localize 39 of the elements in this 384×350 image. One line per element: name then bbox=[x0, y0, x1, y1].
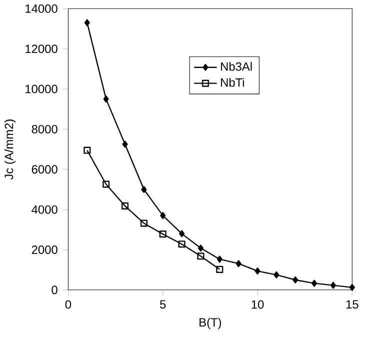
y-tick-label: 14000 bbox=[26, 4, 58, 14]
point bbox=[312, 280, 318, 287]
x-tick-label: 0 bbox=[65, 300, 72, 309]
x-tick-label: 10 bbox=[252, 300, 264, 309]
y-tick-label: 12000 bbox=[26, 44, 58, 54]
point bbox=[292, 276, 298, 284]
y-tick-label: 8000 bbox=[32, 125, 58, 134]
point bbox=[274, 272, 280, 279]
point bbox=[330, 282, 336, 290]
x-tick-label: 5 bbox=[160, 300, 166, 309]
point bbox=[122, 140, 128, 148]
y-tick-label: 6000 bbox=[32, 165, 58, 174]
point bbox=[254, 268, 260, 275]
point bbox=[236, 260, 242, 268]
point bbox=[216, 256, 222, 263]
point bbox=[349, 284, 355, 292]
point bbox=[216, 266, 224, 274]
point bbox=[121, 202, 129, 210]
legend-label: Nb3Al bbox=[221, 62, 252, 71]
point bbox=[179, 230, 185, 238]
point bbox=[160, 212, 166, 220]
y-axis-title: Jc (A/mm2) bbox=[4, 120, 16, 180]
x-tick-label: 15 bbox=[346, 300, 358, 309]
y-tick-label: 0 bbox=[52, 286, 58, 294]
point bbox=[159, 230, 166, 238]
point bbox=[103, 96, 109, 103]
point bbox=[84, 146, 91, 154]
point bbox=[102, 180, 110, 188]
point bbox=[141, 186, 147, 194]
point bbox=[140, 220, 148, 227]
legend-label: NbTi bbox=[221, 78, 244, 87]
y-tick-label: 4000 bbox=[32, 206, 58, 214]
point bbox=[178, 240, 186, 248]
point bbox=[197, 252, 204, 260]
point bbox=[198, 244, 204, 252]
x-axis-title: B(T) bbox=[200, 318, 222, 330]
point bbox=[84, 19, 90, 26]
y-tick-label: 10000 bbox=[26, 84, 58, 94]
y-tick-label: 2000 bbox=[32, 246, 58, 254]
